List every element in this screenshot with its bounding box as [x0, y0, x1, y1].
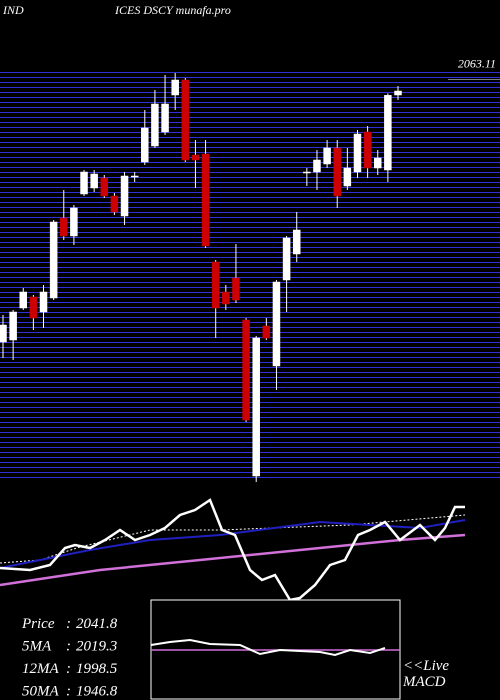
ma-blue: [0, 519, 466, 569]
candle-body: [161, 103, 169, 133]
info-value: 1946.8: [76, 684, 118, 700]
candle-body: [323, 147, 331, 165]
candle-body: [211, 261, 220, 309]
candle-body: [222, 291, 230, 305]
candle-body: [110, 195, 119, 213]
candle-body: [49, 221, 58, 299]
info-separator: :: [66, 661, 71, 677]
info-separator: :: [66, 684, 71, 700]
candle-body: [252, 337, 260, 477]
candle-body: [373, 157, 382, 169]
candle-body: [363, 131, 372, 169]
price-level-stripes: [0, 72, 500, 482]
macd-label: MACD: [402, 674, 446, 690]
info-value: 2019.3: [76, 639, 117, 655]
candle-body: [384, 95, 392, 171]
candle-body: [9, 311, 17, 341]
candle-body: [191, 154, 200, 161]
info-label: 50MA: [22, 684, 59, 700]
candles: [0, 73, 402, 482]
info-label: 5MA: [22, 639, 52, 655]
price-line: [0, 498, 465, 602]
candle-body: [80, 171, 88, 195]
candle-body: [232, 277, 240, 301]
info-label: Price: [21, 616, 55, 632]
candle-body: [292, 229, 301, 255]
candle-body: [181, 79, 190, 161]
candle-body: [120, 175, 129, 217]
macd-line: [150, 638, 386, 657]
y-tick-label: 2063.11: [458, 57, 496, 71]
candle-body: [303, 171, 311, 174]
candle-body: [394, 90, 402, 96]
candle-body: [39, 291, 48, 313]
candle-body: [201, 153, 210, 247]
candle-body: [0, 324, 7, 343]
candle-body: [60, 217, 68, 237]
candle-body: [353, 133, 362, 173]
candle-body: [313, 159, 321, 173]
candle-body: [141, 127, 149, 163]
info-block: Price:2041.85MA:2019.312MA:1998.550MA:19…: [21, 616, 118, 700]
macd-note: <<Live: [403, 658, 449, 674]
candle-body: [282, 237, 291, 281]
candle-body: [19, 291, 28, 309]
info-value: 2041.8: [76, 616, 118, 632]
candle-body: [151, 103, 159, 147]
info-separator: :: [66, 616, 71, 632]
ma-panel: [0, 498, 466, 602]
candle-body: [272, 281, 281, 367]
candle-body: [262, 325, 271, 339]
title-left: IND: [2, 3, 24, 17]
candle-body: [171, 79, 179, 96]
candle-body: [70, 207, 78, 237]
chart-title: ICES DSCY munafa.pro: [114, 3, 231, 17]
candle-body: [242, 319, 250, 421]
info-label: 12MA: [22, 661, 59, 677]
candle-body: [333, 147, 341, 197]
candle-body: [130, 175, 139, 178]
macd-panel: [150, 599, 401, 700]
candle-body: [343, 167, 352, 187]
candle-body: [29, 296, 38, 319]
info-value: 1998.5: [76, 661, 118, 677]
info-separator: :: [66, 639, 71, 655]
candle-body: [100, 177, 109, 197]
candle-body: [90, 173, 98, 189]
ma-pink: [0, 533, 466, 587]
